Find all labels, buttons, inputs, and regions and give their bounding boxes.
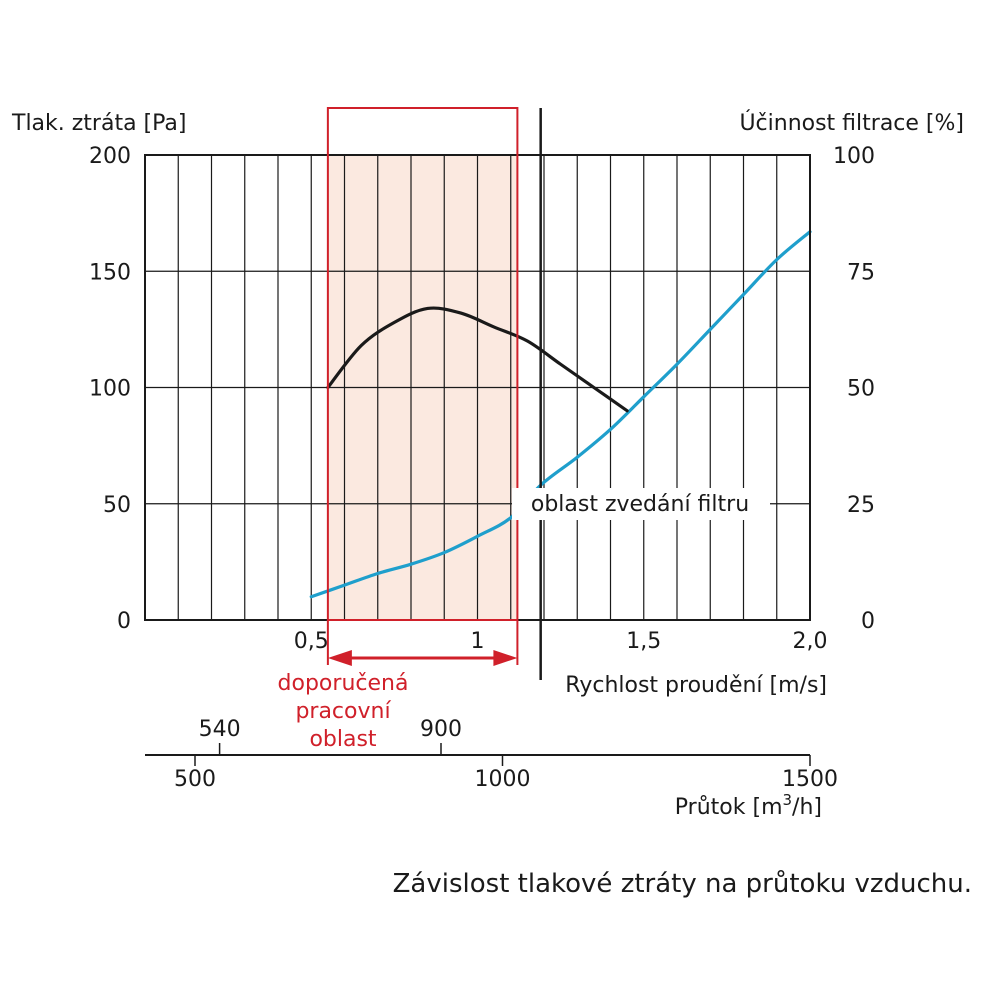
right-axis-label: Účinnost filtrace [%] (739, 110, 964, 136)
pressure-loss-curve (309, 230, 812, 599)
right-tick-label: 25 (847, 493, 875, 518)
recommended-label-line-3: oblast (309, 727, 376, 752)
left-tick-label: 0 (117, 609, 131, 634)
lift-zone-label: oblast zvedání filtru (531, 492, 749, 517)
x-tick-label: 2,0 (793, 629, 828, 654)
curves-layer (309, 230, 812, 599)
x-tick-label: 1,5 (626, 629, 661, 654)
left-axis-label: Tlak. ztráta [Pa] (11, 111, 187, 136)
flow-axis-label: Průtok [m3/h] (675, 791, 822, 820)
flow-tick-label-top: 900 (420, 717, 462, 742)
left-tick-label: 100 (89, 377, 131, 402)
lift-label-background (512, 488, 770, 520)
chart-caption: Závislost tlakové ztráty na průtoku vzdu… (393, 869, 972, 899)
x-axis-label: Rychlost proudění [m/s] (565, 673, 827, 698)
filtration-efficiency-curve (326, 306, 629, 413)
flow-tick-label-bottom: 500 (174, 767, 216, 792)
left-tick-label: 200 (89, 144, 131, 169)
right-tick-label: 75 (847, 260, 875, 285)
right-tick-label: 0 (861, 609, 875, 634)
recommended-arrow-left-head (327, 650, 352, 666)
right-tick-label: 100 (833, 144, 875, 169)
x-tick-label: 1 (471, 629, 485, 654)
x-tick-label: 0,5 (294, 629, 329, 654)
grid-layer (145, 155, 810, 620)
axes-layer: 0 50 100 150 200 0 25 50 75 100 0,5 1 1,5 2,0 540 900 50… (89, 107, 875, 792)
flow-tick-label-bottom: 1500 (782, 767, 838, 792)
flow-tick-label-top: 540 (199, 717, 241, 742)
recommended-label-line-2: pracovní (295, 699, 391, 724)
recommended-region-outline (326, 107, 519, 621)
recommended-arrow-right-head (493, 650, 518, 666)
recommended-label-line-1: doporučená (278, 671, 409, 696)
left-tick-label: 50 (103, 493, 131, 518)
left-tick-label: 150 (89, 260, 131, 285)
flow-tick-label-bottom: 1000 (475, 767, 531, 792)
right-tick-label: 50 (847, 377, 875, 402)
